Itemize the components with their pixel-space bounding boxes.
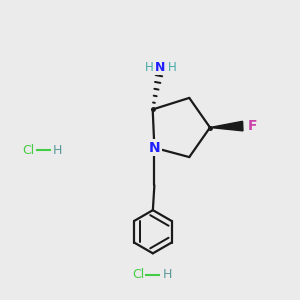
Text: Cl: Cl bbox=[132, 268, 144, 281]
Text: N: N bbox=[155, 61, 165, 74]
Text: N: N bbox=[148, 141, 160, 155]
Text: H: H bbox=[168, 61, 177, 74]
Text: H: H bbox=[163, 268, 172, 281]
Text: F: F bbox=[248, 119, 258, 133]
Text: Cl: Cl bbox=[22, 143, 34, 157]
Polygon shape bbox=[210, 121, 243, 131]
Text: H: H bbox=[144, 61, 153, 74]
Text: H: H bbox=[53, 143, 63, 157]
